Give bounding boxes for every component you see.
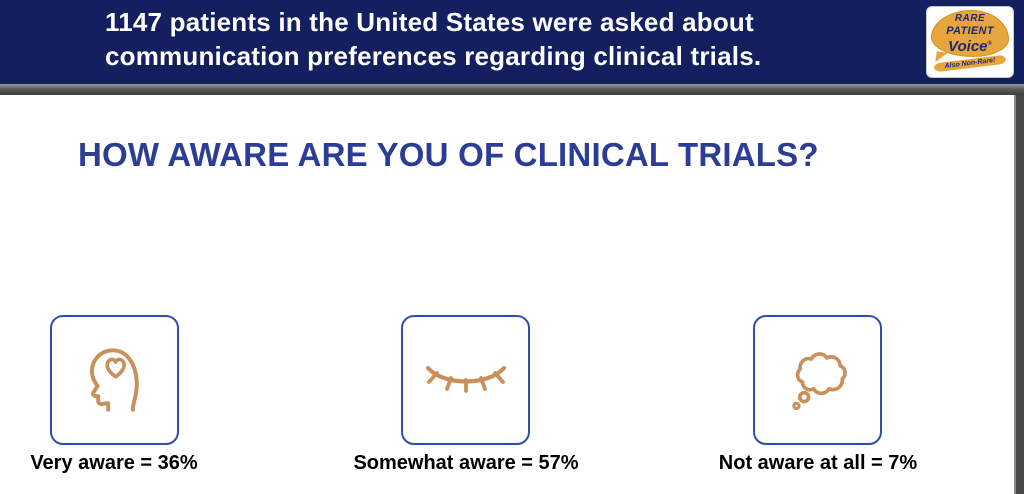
registered-mark: ®: [987, 41, 992, 47]
thought-bubble-icon: [787, 348, 849, 412]
page-title: HOW AWARE ARE YOU OF CLINICAL TRIALS?: [78, 136, 819, 173]
card-label-somewhat-aware: Somewhat aware = 57%: [353, 452, 579, 474]
card-somewhat-aware: [401, 315, 530, 445]
header-line-2: communication preferences regarding clin…: [105, 41, 762, 71]
card-very-aware: [50, 315, 179, 445]
logo-speech-bubble: [931, 10, 1009, 57]
logo-word-rare: RARE: [954, 13, 986, 24]
logo-word-patient: PATIENT: [946, 25, 994, 37]
header-bar: 1147 patients in the United States were …: [0, 0, 1024, 84]
card-not-aware: [753, 315, 882, 445]
head-with-heart-icon: [82, 345, 148, 415]
right-page-edge: [1014, 95, 1024, 494]
logo-wordmark: RARE PATIENT Voice®: [927, 13, 1013, 54]
rare-patient-voice-logo: RARE PATIENT Voice® Also Non-Rare!: [926, 6, 1014, 78]
header-divider-band: [0, 84, 1024, 95]
header-line-1: 1147 patients in the United States were …: [105, 7, 754, 37]
card-label-not-aware: Not aware at all = 7%: [718, 452, 918, 474]
card-label-very-aware: Very aware = 36%: [30, 452, 198, 474]
logo-word-voice: Voice®: [948, 38, 992, 55]
header-statement: 1147 patients in the United States were …: [105, 5, 761, 73]
closed-eye-icon: [420, 358, 512, 402]
